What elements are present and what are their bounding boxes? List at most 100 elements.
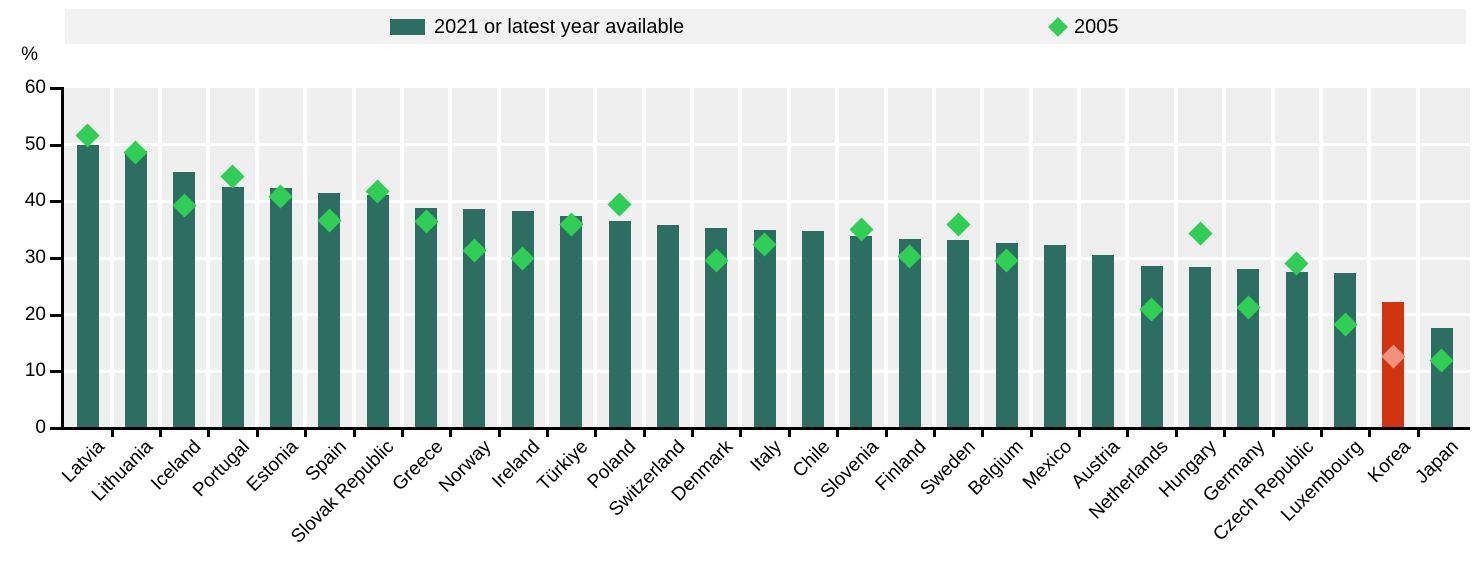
gridline-vertical	[593, 88, 598, 428]
gridline-vertical	[1415, 88, 1420, 428]
x-axis-tick	[304, 430, 308, 437]
gridline-vertical	[1270, 88, 1275, 428]
gridline-vertical	[931, 88, 936, 428]
x-axis-label: Italy	[746, 436, 786, 476]
country-bar	[560, 216, 583, 428]
country-bar	[1237, 268, 1260, 428]
x-axis-label: Türkiye	[533, 436, 593, 496]
x-axis-tick	[110, 430, 114, 437]
gridline-vertical	[835, 88, 840, 428]
x-axis-tick	[1174, 430, 1178, 437]
country-bar	[850, 235, 873, 428]
x-axis-label: Mexico	[1018, 436, 1077, 494]
country-bar	[1334, 272, 1357, 428]
y-axis-unit-label: %	[21, 44, 38, 65]
x-axis-tick	[1319, 430, 1323, 437]
gridline-vertical	[1173, 88, 1178, 428]
x-axis-tick	[884, 430, 888, 437]
country-bar	[1092, 255, 1115, 428]
gridline-vertical	[545, 88, 549, 428]
country-bar	[1285, 271, 1308, 428]
country-bar	[269, 188, 292, 428]
gridline-vertical	[1318, 88, 1323, 428]
gridline-vertical	[254, 88, 259, 428]
gridline-vertical	[786, 88, 791, 428]
x-axis-tick	[1126, 430, 1130, 437]
gridline-horizontal	[63, 199, 1470, 203]
country-bar	[221, 187, 244, 428]
x-axis-tick	[159, 430, 163, 437]
x-axis-tick	[255, 430, 259, 437]
x-axis-tick	[1368, 430, 1372, 437]
x-axis-line	[61, 427, 1470, 430]
gridline-vertical	[158, 88, 163, 428]
country-bar	[705, 227, 728, 428]
legend-label-2021: 2021 or latest year available	[434, 15, 685, 38]
gridline-vertical	[738, 88, 743, 428]
legend-label-2005: 2005	[1074, 15, 1119, 38]
y-axis-tick-label: 60	[24, 77, 46, 98]
x-axis-tick	[352, 430, 356, 437]
x-axis-tick	[400, 430, 404, 437]
y-axis-tick	[50, 427, 61, 430]
country-bar	[366, 194, 389, 428]
country-bar	[1140, 265, 1163, 428]
y-axis-tick	[50, 200, 61, 204]
y-axis-line	[61, 87, 64, 429]
gridline-vertical	[1222, 88, 1227, 428]
gridline-vertical	[1077, 88, 1082, 428]
x-axis-tick	[207, 430, 211, 437]
country-bar	[463, 209, 486, 428]
x-axis-tick	[1223, 430, 1227, 437]
x-axis-tick	[1416, 430, 1420, 437]
legend-item-2005: 2005	[1048, 9, 1119, 44]
country-bar	[173, 171, 196, 428]
x-axis-tick	[449, 430, 453, 437]
gridline-vertical	[109, 88, 114, 428]
y-axis-tick-label: 0	[35, 417, 46, 438]
country-bar	[318, 193, 341, 428]
gridline-horizontal	[63, 143, 1470, 147]
country-bar	[1189, 266, 1211, 428]
country-bar	[1430, 327, 1453, 428]
y-axis-tick	[50, 257, 61, 260]
gridline-vertical	[496, 88, 501, 428]
y-axis-tick	[50, 143, 61, 147]
country-bar	[76, 144, 99, 428]
x-axis-tick	[594, 430, 598, 437]
y-axis-tick	[50, 87, 61, 90]
y-axis-tick-label: 10	[24, 360, 46, 382]
bar-series-swatch-icon	[390, 18, 425, 35]
country-bar	[511, 210, 534, 428]
gridline-vertical	[206, 88, 211, 428]
x-axis-label: Norway	[435, 436, 496, 497]
x-axis-tick	[1029, 430, 1033, 437]
x-axis-label: Greece	[388, 436, 448, 496]
gridline-vertical	[883, 88, 888, 428]
x-axis-tick	[932, 430, 936, 437]
legend: 2021 or latest year available 2005	[65, 9, 1466, 44]
gridline-vertical	[641, 88, 646, 428]
x-axis-label: Estonia	[242, 436, 303, 496]
x-axis-label: Ireland	[488, 436, 544, 493]
country-bar	[656, 224, 679, 428]
gridline-vertical	[448, 88, 453, 428]
y-axis-tick-label: 40	[24, 190, 46, 212]
y-axis-tick-label: 50	[24, 133, 46, 155]
x-axis-label: Japan	[1411, 436, 1464, 488]
country-bar	[898, 238, 921, 428]
country-bar	[995, 243, 1018, 428]
x-axis-tick	[836, 430, 840, 437]
y-axis-tick	[50, 370, 61, 374]
x-axis-tick	[1078, 430, 1082, 437]
gridline-vertical	[1125, 88, 1130, 428]
gridline-vertical	[690, 88, 695, 428]
x-axis-tick	[546, 430, 549, 437]
x-axis-tick	[497, 430, 501, 437]
country-bar	[608, 220, 631, 428]
gridline-vertical	[399, 88, 404, 428]
country-bar	[947, 239, 970, 428]
country-bar	[415, 208, 438, 428]
gridline-vertical	[1028, 88, 1033, 428]
